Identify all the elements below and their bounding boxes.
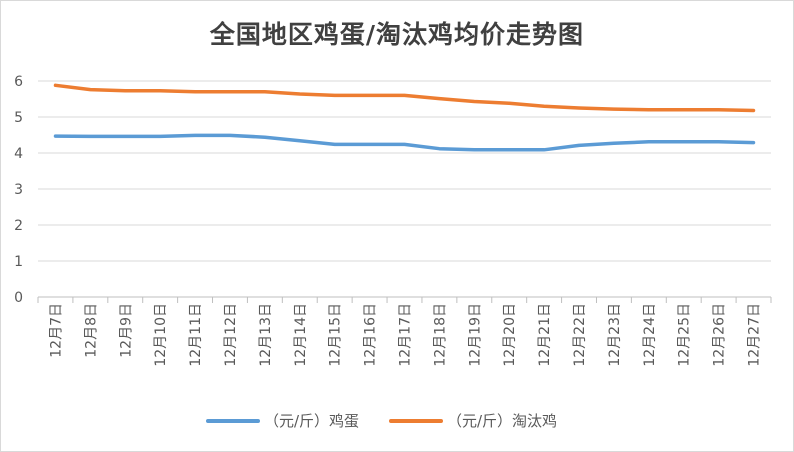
y-tick-label: 4 [14,146,23,162]
y-tick-label: 2 [14,218,23,234]
x-tick-label: 12月11日 [188,303,204,367]
x-tick-label: 12月7日 [48,303,64,358]
x-tick-label: 12月22日 [572,303,588,367]
x-tick-label: 12月19日 [467,303,483,367]
x-tick-label: 12月10日 [153,303,169,367]
y-tick-label: 3 [14,182,23,198]
x-tick-label: 12月8日 [83,303,99,358]
y-tick-label: 5 [14,110,23,126]
x-tick-label: 12月14日 [293,303,309,367]
x-tick-label: 12月9日 [118,303,134,358]
x-tick-label: 12月16日 [363,303,379,367]
legend-label-0: （元/斤）鸡蛋 [264,412,359,430]
x-tick-label: 12月13日 [258,303,274,367]
y-tick-label: 6 [14,74,23,90]
chart-title: 全国地区鸡蛋/淘汰鸡均价走势图 [209,20,585,49]
x-tick-label: 12月27日 [747,303,763,367]
x-tick-label: 12月20日 [502,303,518,367]
x-tick-label: 12月12日 [223,303,239,367]
series-line-1 [53,83,756,113]
x-tick-label: 12月18日 [432,303,448,367]
x-tick-label: 12月17日 [398,303,414,367]
y-tick-label: 1 [14,254,23,270]
series-line-0 [53,133,756,152]
x-tick-label: 12月23日 [607,303,623,367]
x-tick-label: 12月21日 [537,303,553,367]
x-tick-label: 12月15日 [328,303,344,367]
x-tick-label: 12月25日 [677,303,693,367]
y-tick-label: 0 [14,290,23,306]
legend-label-1: （元/斤）淘汰鸡 [447,412,557,430]
x-tick-label: 12月24日 [642,303,658,367]
x-tick-label: 12月26日 [712,303,728,367]
